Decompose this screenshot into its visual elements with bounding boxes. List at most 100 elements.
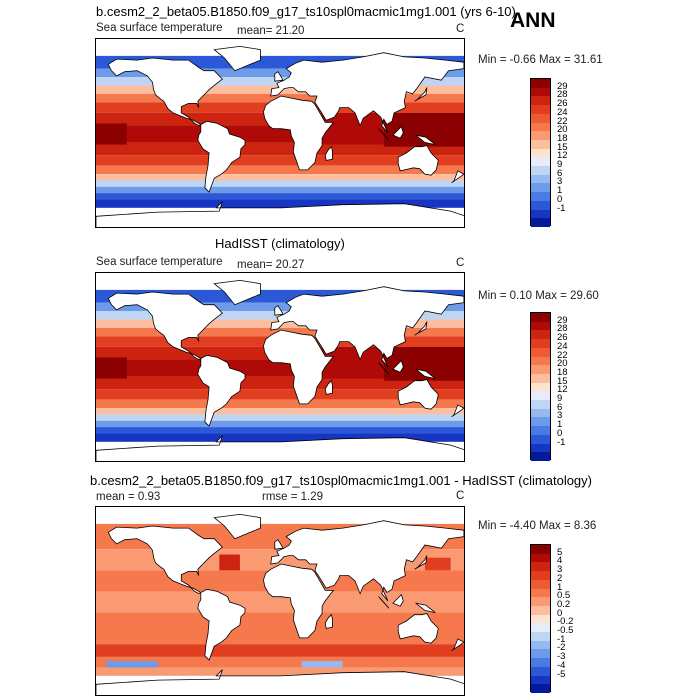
panel1-title: b.cesm2_2_beta05.B1850.f09_g17_ts10spl0m…	[96, 4, 516, 19]
colorbar-swatch	[531, 113, 550, 123]
colorbar-tick-label: -5	[557, 668, 566, 680]
continent-outline-8	[392, 125, 404, 139]
colorbar-swatch	[531, 200, 550, 210]
continent-outline-3	[270, 52, 464, 134]
colorbar-swatch	[531, 400, 550, 409]
continent-outline-9	[415, 602, 436, 613]
colorbar-swatch	[531, 122, 550, 132]
sst-band-3	[96, 311, 464, 320]
sst-band-14	[96, 186, 464, 194]
sst-band-3	[96, 77, 464, 86]
colorbar-tick-label: -1	[557, 436, 566, 448]
sst-band-7	[96, 656, 464, 668]
colorbar-swatch	[531, 347, 550, 357]
continent-outline-5	[324, 145, 333, 161]
panel2-title: HadISST (climatology)	[215, 236, 345, 251]
continent-outline-1	[213, 513, 261, 540]
sst-map-0	[96, 39, 464, 227]
panel1-colorbar	[530, 78, 551, 227]
colorbar-tick-label: 9	[557, 393, 563, 405]
colorbar-tick-label: 12	[557, 384, 568, 396]
sst-band-11	[96, 165, 464, 175]
colorbar-swatch	[531, 356, 550, 366]
continent-outline-2	[197, 588, 246, 661]
sst-band-13	[96, 414, 464, 421]
continent-outline-6	[397, 613, 439, 644]
colorbar-tick-label: 15	[557, 375, 568, 387]
panel1-units: C	[456, 23, 465, 35]
colorbar-tick-label: -0.5	[557, 625, 574, 637]
colorbar-swatch	[531, 330, 550, 340]
colorbar-tick-label: -0.2	[557, 616, 574, 628]
continent-outline-4	[263, 329, 335, 405]
continent-outline-11	[274, 539, 284, 550]
colorbar-swatch	[531, 597, 550, 606]
colorbar-swatch	[531, 605, 550, 615]
panel1-variable: Sea surface temperature	[96, 22, 223, 34]
colorbar-swatch	[531, 452, 550, 461]
colorbar-tick-label: -2	[557, 642, 566, 654]
colorbar-tick-label: 20	[557, 124, 568, 136]
colorbar-tick-label: 26	[557, 98, 568, 110]
colorbar-swatch	[531, 426, 550, 435]
continent-outline-12	[414, 555, 428, 570]
colorbar-tick-label: 1	[557, 419, 563, 431]
panel2-variable: Sea surface temperature	[96, 256, 223, 268]
panel3-map	[95, 506, 465, 696]
colorbar-tick-label: 3	[557, 410, 563, 422]
colorbar-swatch	[531, 623, 550, 633]
sst-band-11	[96, 399, 464, 409]
continent-outline-11	[274, 71, 284, 82]
continent-outline-11	[274, 305, 284, 316]
colorbar-swatch	[531, 131, 550, 140]
colorbar-swatch	[531, 339, 550, 348]
panel2-mean: mean= 20.27	[237, 259, 305, 271]
continent-outline-8	[392, 359, 404, 373]
continent-outline-1	[213, 279, 261, 306]
sst-band-16	[96, 199, 464, 208]
diff-patch-3	[301, 661, 343, 668]
continent-outline-2	[197, 120, 246, 193]
continent-outline-5	[324, 613, 333, 629]
panel3-rmse: rmse = 1.29	[262, 491, 324, 503]
colorbar-tick-label: 3	[557, 564, 563, 576]
colorbar-tick-label: 29	[557, 80, 568, 92]
diff-patch-4	[239, 648, 261, 655]
colorbar-swatch	[531, 443, 550, 453]
sst-band-15	[96, 427, 464, 434]
colorbar-swatch	[531, 434, 550, 444]
continent-outline-7	[378, 596, 390, 609]
sst-band-12	[96, 174, 464, 181]
colorbar-tick-label: 0.5	[557, 590, 571, 602]
colorbar-swatch	[531, 209, 550, 219]
colorbar-swatch	[531, 365, 550, 374]
continent-outline-2	[197, 354, 246, 427]
panel2-minmax: Min = 0.10 Max = 29.60	[478, 290, 599, 302]
colorbar-tick-label: 15	[557, 141, 568, 153]
panel3-title: b.cesm2_2_beta05.B1850.f09_g17_ts10spl0m…	[90, 473, 592, 488]
colorbar-tick-label: 2	[557, 572, 563, 584]
sst-band-6	[96, 644, 464, 657]
colorbar-tick-label: 12	[557, 150, 568, 162]
colorbar-tick-label: 28	[557, 89, 568, 101]
sst-band-15	[96, 193, 464, 200]
sst-band-16	[96, 433, 464, 442]
colorbar-swatch	[531, 373, 550, 383]
continent-outline-9	[415, 368, 436, 379]
colorbar-tick-label: 18	[557, 132, 568, 144]
sst-map-2	[96, 507, 464, 695]
panel3-mean: mean = 0.93	[96, 491, 161, 503]
sst-band-9	[96, 142, 464, 156]
continent-outline-6	[397, 145, 439, 176]
sst-band-12	[96, 408, 464, 415]
diff-patch-0	[219, 554, 240, 571]
sst-band-13	[96, 180, 464, 187]
colorbar-swatch	[531, 675, 550, 685]
continent-outline-0	[107, 525, 224, 595]
continent-outline-4	[263, 563, 335, 639]
continent-outline-0	[107, 57, 224, 127]
colorbar-swatch	[531, 408, 550, 418]
colorbar-tick-label: -1	[557, 202, 566, 214]
continent-outline-13	[451, 170, 464, 183]
panel3-units: C	[456, 490, 465, 502]
